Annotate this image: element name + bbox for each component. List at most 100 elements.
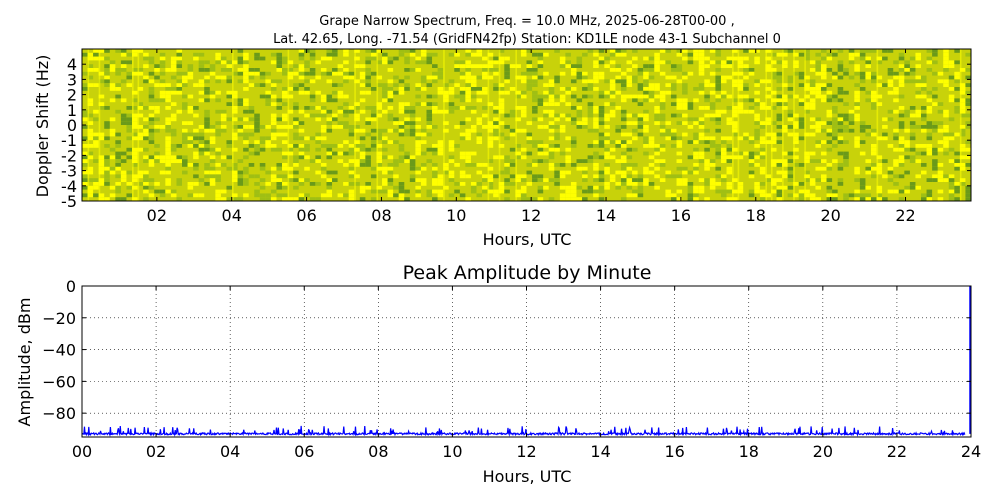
spectrogram-cell bbox=[754, 60, 760, 65]
spectrogram-cell bbox=[165, 170, 171, 175]
spectrogram-cell bbox=[98, 197, 105, 201]
spectrogram-cell bbox=[715, 166, 721, 171]
spectrogram-cell bbox=[693, 151, 699, 156]
spectrogram-cell bbox=[376, 155, 383, 160]
spectrogram-cell bbox=[270, 52, 277, 57]
spectrogram-cell bbox=[209, 128, 216, 133]
spectrogram-cell bbox=[120, 79, 127, 84]
spectrogram-cell bbox=[159, 90, 166, 95]
spectrogram-cell bbox=[332, 170, 338, 175]
spectrogram-cell bbox=[232, 106, 238, 110]
spectrogram-cell bbox=[87, 166, 94, 171]
spectrogram-cell bbox=[904, 155, 910, 160]
spectrogram-cell bbox=[193, 174, 199, 179]
spectrogram-cell bbox=[765, 64, 771, 68]
spectrogram-cell bbox=[259, 193, 266, 198]
spectrogram-cell bbox=[959, 182, 966, 186]
spectrogram-cell bbox=[243, 182, 249, 186]
spectrogram-cell bbox=[443, 185, 449, 190]
spectrogram-cell bbox=[487, 185, 494, 190]
spectrogram-cell bbox=[232, 136, 238, 141]
spectrogram-cell bbox=[748, 151, 755, 156]
spectrogram-cell bbox=[565, 102, 571, 106]
spectrogram-cell bbox=[243, 60, 249, 65]
spectrogram-cell bbox=[815, 64, 821, 68]
spectrogram-cell bbox=[198, 79, 205, 84]
spectrogram-cell bbox=[376, 151, 383, 156]
spectrogram-cell bbox=[387, 166, 394, 171]
spectrogram-cell bbox=[520, 75, 527, 80]
spectrogram-cell bbox=[148, 87, 155, 91]
spectrogram-cell bbox=[759, 151, 766, 156]
spectrogram-cell bbox=[132, 113, 138, 118]
spectrogram-cell bbox=[415, 60, 421, 65]
spectrogram-cell bbox=[748, 140, 755, 144]
spectrogram-cell bbox=[448, 193, 455, 198]
spectrogram-cell bbox=[304, 64, 310, 68]
spectrogram-cell bbox=[532, 178, 538, 182]
spectrogram-cell bbox=[737, 109, 744, 114]
spectrogram-cell bbox=[382, 189, 388, 194]
spectrogram-cell bbox=[898, 106, 905, 110]
spectrogram-cell bbox=[743, 56, 749, 61]
spectrogram-cell bbox=[109, 60, 116, 65]
spectrogram-cell bbox=[348, 193, 355, 198]
spectrogram-cell bbox=[909, 159, 916, 163]
spectrogram-cell bbox=[498, 90, 505, 95]
spectrogram-cell bbox=[876, 166, 883, 171]
spectrogram-cell bbox=[87, 170, 94, 175]
spectrogram-cell bbox=[248, 68, 255, 72]
spectrogram-cell bbox=[865, 193, 871, 198]
spectrogram-cell bbox=[137, 113, 144, 118]
spectrogram-cell bbox=[459, 87, 466, 91]
spectrogram-cell bbox=[293, 159, 299, 163]
spectrogram-cell bbox=[370, 189, 377, 194]
spectrogram-cell bbox=[620, 87, 627, 91]
spectrogram-cell bbox=[570, 189, 577, 194]
spectrogram-cell bbox=[132, 151, 138, 156]
spectrogram-cell bbox=[532, 197, 538, 201]
spectrogram-cell bbox=[926, 193, 933, 198]
spectrogram-cell bbox=[115, 189, 121, 194]
spectrogram-cell bbox=[515, 151, 521, 156]
spectrogram-cell bbox=[848, 128, 855, 133]
spectrogram-cell bbox=[137, 182, 144, 186]
spectrogram-cell bbox=[659, 125, 666, 129]
spectrogram-cell bbox=[498, 56, 505, 61]
spectrogram-cell bbox=[320, 98, 327, 103]
spectrogram-cell bbox=[898, 113, 905, 118]
spectrogram-cell bbox=[248, 75, 255, 80]
spectrogram-cell bbox=[559, 60, 566, 65]
spectrogram-cell bbox=[398, 197, 405, 201]
spectrogram-cell bbox=[598, 117, 605, 122]
spectrogram-cell bbox=[276, 163, 283, 167]
spectrogram-cell bbox=[715, 151, 721, 156]
spectrogram-cell bbox=[398, 90, 405, 95]
spectrogram-cell bbox=[504, 197, 510, 201]
spectrogram-cell bbox=[826, 128, 833, 133]
spectrogram-cell bbox=[359, 151, 366, 156]
spectrogram-cell bbox=[204, 75, 210, 80]
spectrogram-cell bbox=[87, 151, 94, 156]
spectrogram-cell bbox=[793, 64, 799, 68]
spectrogram-cell bbox=[126, 170, 133, 175]
spectrogram-cell bbox=[909, 185, 916, 190]
spectrogram-cell bbox=[504, 163, 510, 167]
spectrogram-cell bbox=[432, 182, 438, 186]
spectrogram-cell bbox=[859, 71, 866, 76]
spectrogram-cell bbox=[532, 106, 538, 110]
spectrogram-cell bbox=[370, 106, 377, 110]
spectrogram-cell bbox=[293, 106, 299, 110]
spectrogram-cell bbox=[193, 56, 199, 61]
spectrogram-cell bbox=[676, 79, 683, 84]
spectrogram-cell bbox=[204, 60, 210, 65]
spectrogram-cell bbox=[693, 49, 699, 53]
spectrogram-cell bbox=[220, 163, 227, 167]
spectrogram-cell bbox=[620, 83, 627, 87]
spectrogram-cell bbox=[87, 102, 94, 106]
spectrogram-cell bbox=[704, 147, 710, 152]
spectrogram-cell bbox=[337, 125, 344, 129]
spectrogram-cell bbox=[426, 75, 433, 80]
spectrogram-cell bbox=[93, 178, 99, 182]
spectrogram-cell bbox=[676, 189, 683, 194]
